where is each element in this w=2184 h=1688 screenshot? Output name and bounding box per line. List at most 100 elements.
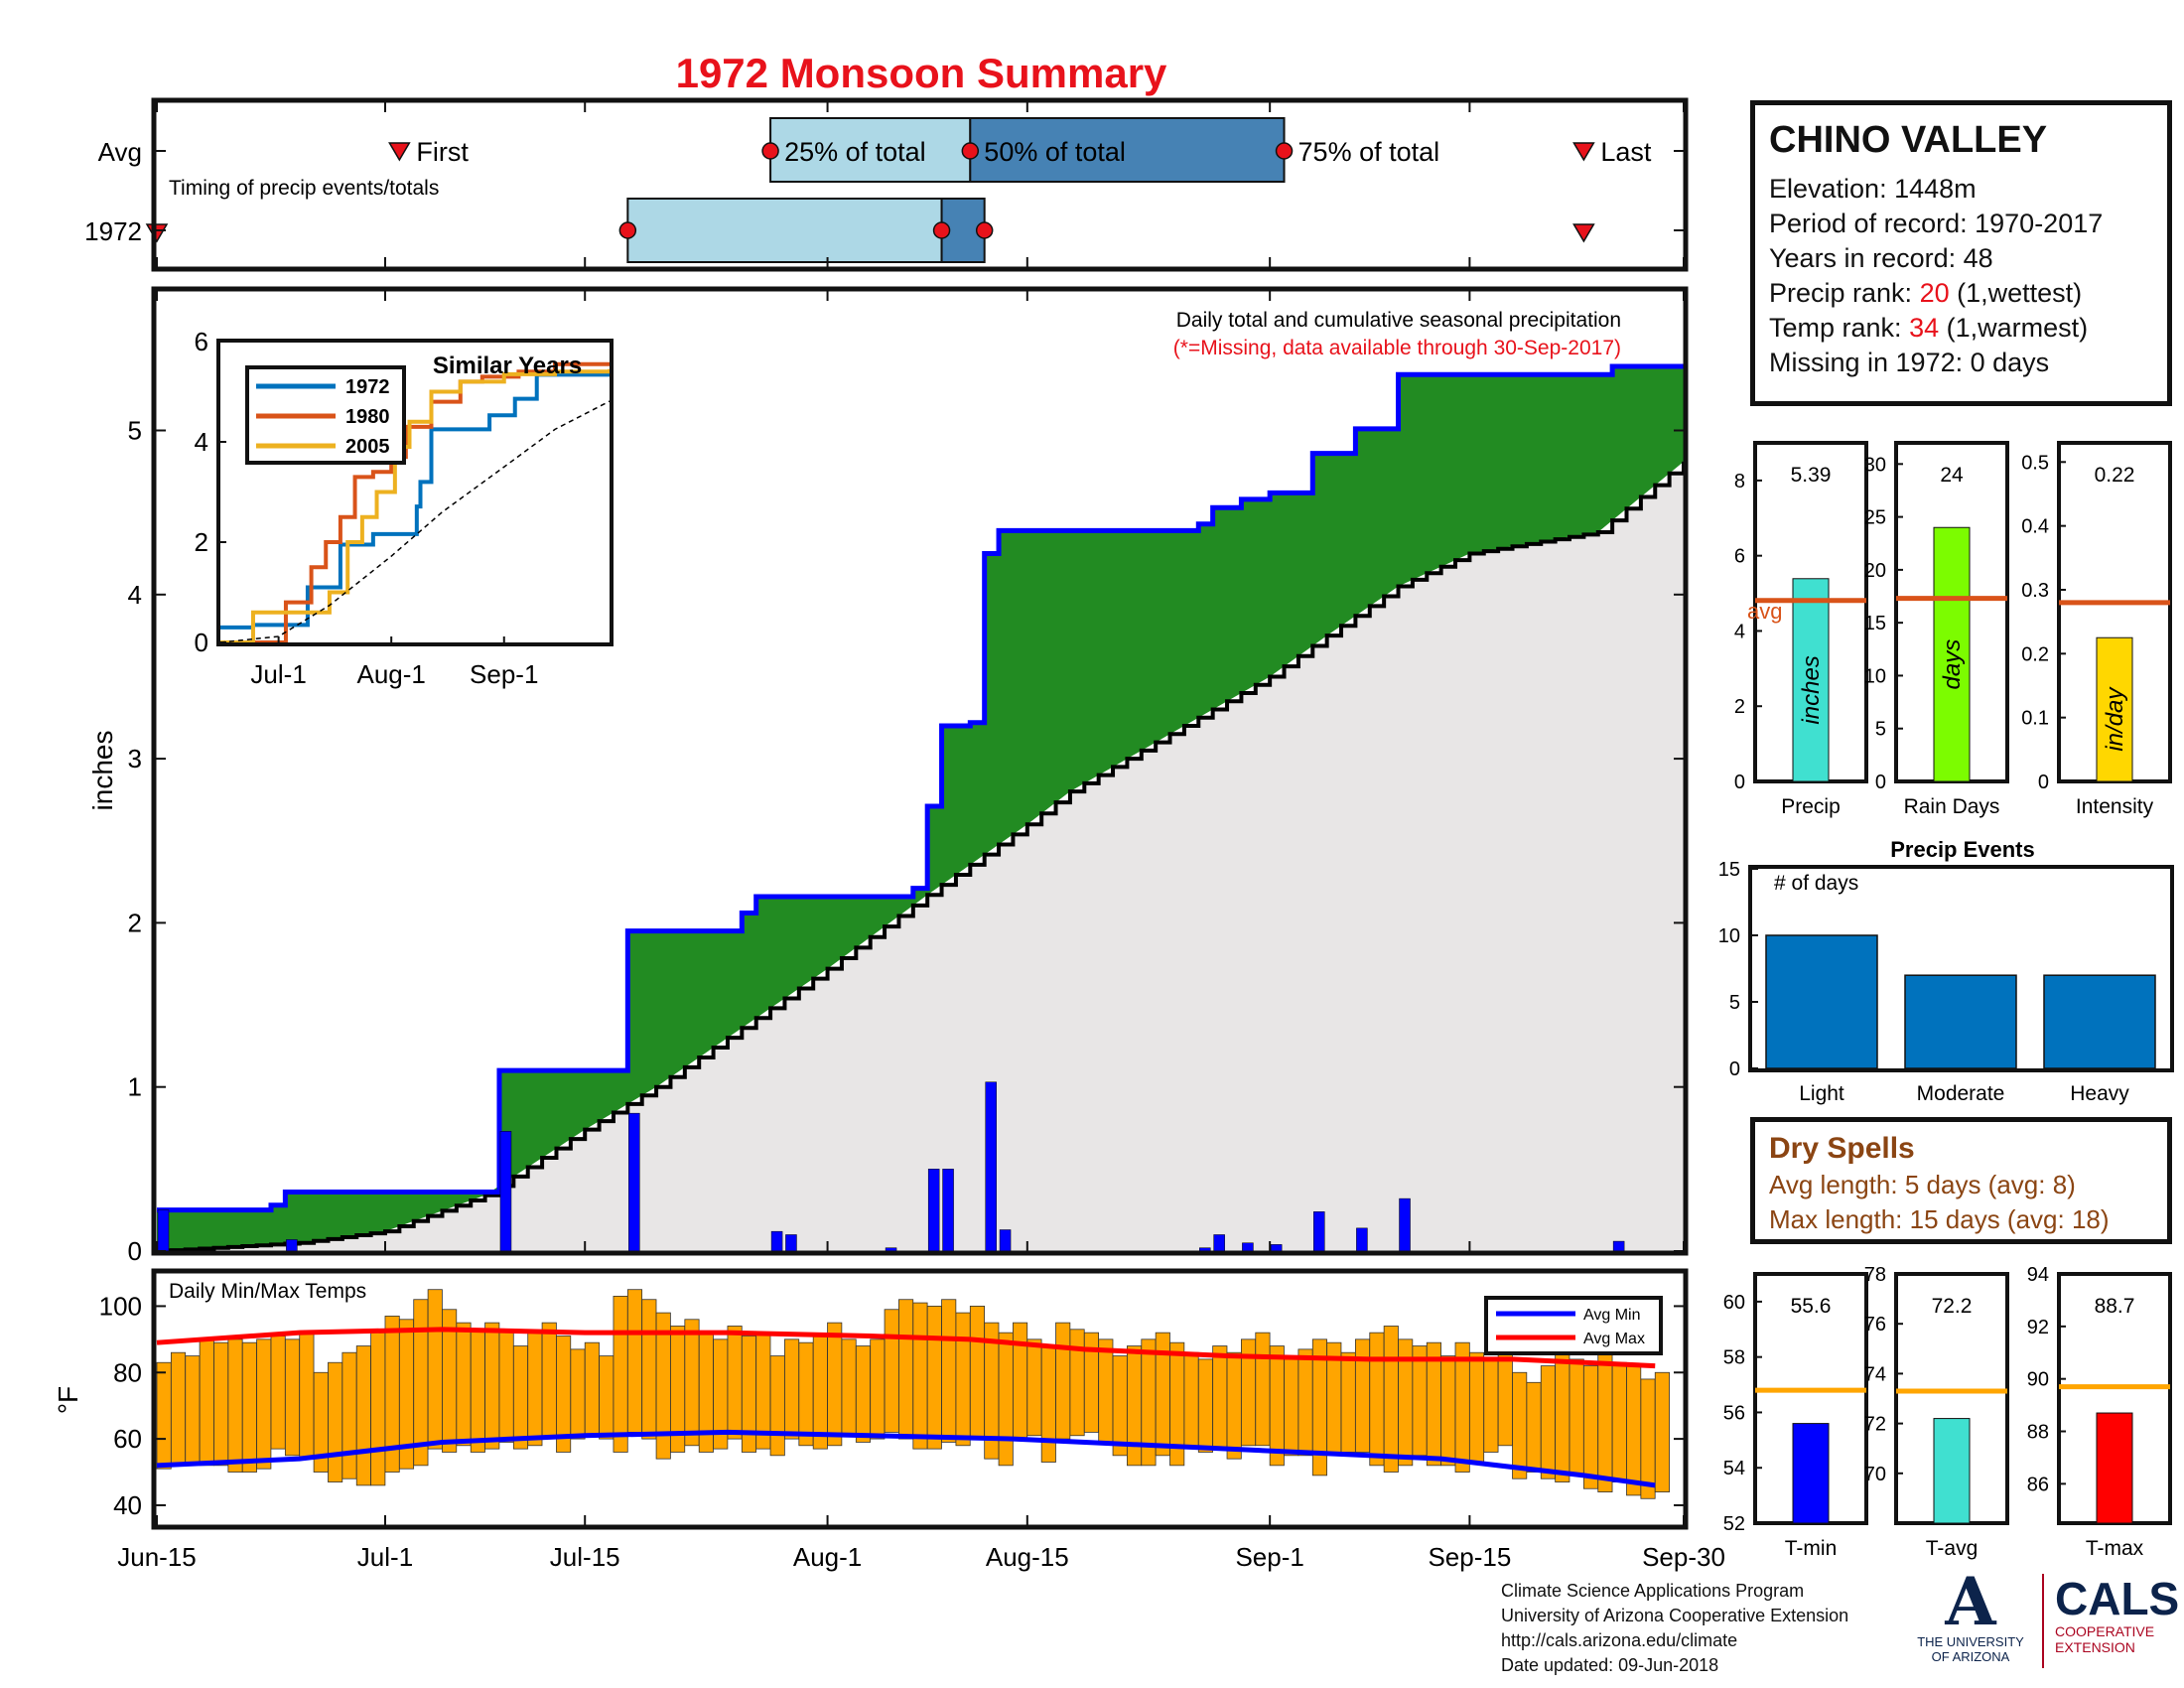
daily-temp-bar (1412, 1345, 1428, 1457)
event-category-label: Light (1799, 1082, 1844, 1105)
daily-temp-bar (1569, 1358, 1584, 1477)
stat-value-T-min: 55.6 (1791, 1295, 1832, 1318)
avg-last-marker-icon (1572, 142, 1595, 162)
daily-temp-bar (1197, 1358, 1213, 1453)
daily-temp-bar (1597, 1351, 1613, 1492)
daily-temp-bar (1497, 1351, 1513, 1447)
daily-temp-bar (1526, 1381, 1542, 1473)
stat-unit-Precip: inches (1798, 655, 1825, 724)
daily-temp-bar (427, 1289, 443, 1450)
daily-temp-bar (1284, 1358, 1299, 1457)
stat-bar-Intensity (2096, 636, 2133, 782)
temp-rank-label: Temp rank: (1769, 313, 1902, 343)
stat-category-T-avg: T-avg (1926, 1537, 1979, 1560)
stat-ytick-label: 88 (2027, 1422, 2049, 1444)
stat-ytick-label: 72 (1864, 1414, 1886, 1436)
stat-ytick-label: 94 (2027, 1264, 2049, 1286)
legend-avg-max-label: Avg Max (1583, 1331, 1645, 1347)
similar-year-line-2005 (220, 368, 612, 644)
stat-category-Rain Days: Rain Days (1904, 795, 2000, 818)
period-line: Period of record: 1970-2017 (1769, 207, 2153, 241)
footer-credits: Climate Science Applications Program Uni… (1501, 1579, 1848, 1678)
daily-temp-bar (1212, 1345, 1228, 1450)
daily-temp-bar (1040, 1345, 1056, 1463)
stat-ytick-label: 70 (1864, 1464, 1886, 1485)
temp-stats-panels: 55.6 52 54 56 58 60 T-min 72.2 70 72 74 76 78 T-avg 88… (1723, 1264, 2172, 1560)
daily-temp-bar (284, 1338, 301, 1457)
daily-temp-bar (1340, 1351, 1356, 1453)
stat-value-T-max: 88.7 (2095, 1295, 2135, 1318)
daily-temp-bar (1013, 1322, 1028, 1440)
daily-temp-bar (241, 1341, 257, 1473)
average-cumulative-line (157, 461, 1686, 1253)
legend-avg-min-label: Avg Min (1583, 1307, 1641, 1324)
stat-unit-Rain Days: days (1939, 639, 1966, 690)
footer-line-2: University of Arizona Cooperative Extens… (1501, 1606, 1849, 1625)
event-bar-Heavy (2043, 974, 2156, 1069)
daily-temp-bar (1355, 1338, 1371, 1453)
daily-temp-bar (684, 1319, 700, 1447)
daily-precip-bar (157, 1209, 170, 1252)
logo-divider (2042, 1574, 2044, 1668)
avg-25-marker (761, 142, 779, 160)
year-25-marker (618, 221, 637, 239)
stat-ytick-label: 76 (1864, 1314, 1886, 1336)
timing-panel: Avg 1972 Timing of precip events/totals … (84, 97, 1689, 272)
daily-temp-bar (270, 1336, 286, 1450)
above-average-area (157, 366, 1684, 1252)
timing-row-avg: Avg (98, 137, 142, 167)
daily-temp-bar (798, 1341, 814, 1447)
daily-temp-bar (855, 1345, 872, 1443)
daily-temp-bar (1611, 1361, 1627, 1482)
daily-temp-bar (827, 1322, 843, 1447)
stat-ytick-label: 90 (2027, 1369, 2049, 1391)
stat-ytick-label: 78 (1864, 1264, 1886, 1286)
daily-temp-bar (727, 1326, 743, 1440)
ua-name-line-1: THE UNIVERSITY (1917, 1634, 2024, 1649)
temps-title: Daily Min/Max Temps (169, 1280, 366, 1303)
timing-frame-border (151, 97, 1689, 272)
precip-ytick-label: 1 (128, 1072, 142, 1102)
stat-bar-T-max (2096, 1412, 2133, 1524)
daily-temp-bar (370, 1332, 386, 1486)
cals-line-1: COOPERATIVE (2055, 1623, 2155, 1639)
stat-ytick-label: 74 (1864, 1363, 1886, 1385)
stat-ytick-label: 54 (1723, 1458, 1745, 1479)
dry-spells-title: Dry Spells (1769, 1132, 1915, 1165)
year-50-marker (932, 221, 951, 239)
event-ytick-label: 0 (1729, 1058, 1740, 1080)
timing-row-year: 1972 (84, 216, 142, 246)
years-value: 48 (1963, 243, 1993, 273)
daily-temp-bar (884, 1309, 899, 1433)
university-of-arizona-logo: A THE UNIVERSITY OF ARIZONA (1911, 1569, 2030, 1668)
daily-temp-bar (328, 1361, 343, 1482)
precip-rank-value: 20 (1919, 278, 1950, 308)
footer-line-3: http://cals.arizona.edu/climate (1501, 1630, 1738, 1650)
daily-temp-bar (156, 1361, 172, 1470)
stat-category-T-min: T-min (1785, 1537, 1838, 1560)
ua-name-line-2: OF ARIZONA (1931, 1649, 2010, 1664)
stat-ytick-label: 58 (1723, 1347, 1745, 1369)
precip-ytick-label: 5 (128, 416, 142, 446)
temp-rank-note: (1,warmest) (1946, 313, 2089, 343)
stat-ytick-label: 5 (1875, 719, 1886, 741)
daily-temp-bar (1297, 1348, 1313, 1457)
elevation-line: Elevation: 1448m (1769, 172, 2153, 207)
stat-value-Intensity: 0.22 (2095, 464, 2135, 487)
daily-temp-bar (599, 1355, 614, 1440)
event-category-label: Heavy (2070, 1082, 2129, 1105)
daily-temp-bar (969, 1306, 986, 1440)
timing-p50-label: 50% of total (984, 137, 1126, 167)
stat-ytick-label: 30 (1864, 454, 1886, 476)
daily-temp-bar (355, 1345, 371, 1486)
daily-temp-bar (870, 1338, 886, 1440)
precip-note-missing: (*=Missing, data available through 30-Se… (1173, 337, 1621, 359)
stat-bar-Precip (1792, 578, 1830, 782)
daily-precip-bar (985, 1081, 997, 1252)
event-bar-Moderate (1904, 974, 2017, 1069)
daily-precip-bar (1356, 1227, 1368, 1252)
period-label: Period of record: (1769, 209, 1968, 238)
avg-50-marker (961, 142, 980, 160)
daily-temp-bar (1226, 1351, 1242, 1460)
